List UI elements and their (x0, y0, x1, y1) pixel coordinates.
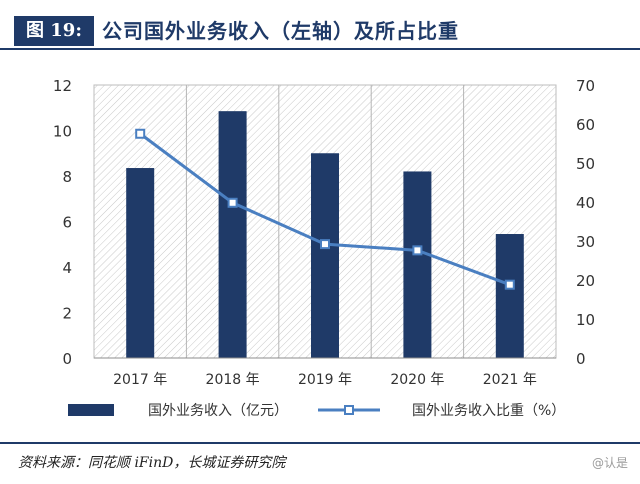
left-tick-label: 10 (53, 123, 72, 141)
legend-line-label: 国外业务收入比重（%） (412, 403, 565, 419)
right-axis: 0 10 20 30 40 50 60 70 (576, 77, 595, 368)
watermark: @认是 (591, 456, 628, 470)
line-series (135, 128, 515, 290)
x-tick-label: 2021 年 (483, 372, 537, 388)
line-point-2019-年 (320, 239, 330, 250)
chart-title: 公司国外业务收入（左轴）及所占比重 (102, 19, 459, 43)
left-tick-label: 4 (62, 259, 72, 277)
left-tick-label: 12 (53, 77, 72, 95)
left-tick-label: 0 (62, 350, 72, 368)
left-axis: 0 2 4 6 8 10 12 (53, 77, 72, 368)
line-point-2020-年 (412, 245, 423, 256)
source-footer: 资料来源：同花顺 iFinD，长城证券研究院 @认是 (0, 442, 640, 484)
x-tick-label: 2018 年 (206, 372, 260, 388)
bar-2020-年 (403, 171, 432, 358)
bar-2017-年 (126, 168, 155, 358)
line-point-2017-年 (135, 128, 146, 139)
source-note: 资料来源：同花顺 iFinD，长城证券研究院 (18, 455, 286, 471)
x-tick-label: 2020 年 (390, 372, 444, 388)
x-tick-label: 2019 年 (298, 372, 352, 388)
right-tick-label: 40 (576, 194, 595, 212)
figure-header: 图 19: 公司国外业务收入（左轴）及所占比重 (0, 0, 640, 50)
left-tick-label: 6 (62, 214, 72, 232)
right-tick-label: 10 (576, 311, 595, 329)
right-tick-label: 30 (576, 233, 595, 251)
grid-lines (185, 85, 465, 358)
line-point-2021-年 (504, 279, 515, 290)
left-tick-label: 8 (62, 168, 72, 186)
legend: 国外业务收入（亿元） 国外业务收入比重（%） (68, 403, 565, 419)
bar-2019-年 (311, 153, 339, 358)
left-tick-label: 2 (62, 305, 72, 323)
right-tick-label: 50 (576, 155, 595, 173)
bar-series (126, 111, 524, 358)
bar-2018-年 (218, 111, 247, 358)
right-tick-label: 0 (576, 350, 586, 368)
bar-2021-年 (495, 234, 524, 358)
line-point-2018-年 (227, 197, 238, 208)
x-tick-label: 2017 年 (113, 372, 167, 388)
legend-bar-label: 国外业务收入（亿元） (148, 403, 288, 419)
x-axis: 2017 年 2018 年 2019 年 2020 年 2021 年 (94, 357, 556, 388)
right-tick-label: 20 (576, 272, 595, 290)
right-tick-label: 70 (576, 77, 595, 95)
legend-line-marker (344, 405, 354, 415)
legend-bar-swatch (68, 404, 114, 416)
right-tick-label: 60 (576, 116, 595, 134)
figure-number: 图 19: (14, 16, 94, 46)
